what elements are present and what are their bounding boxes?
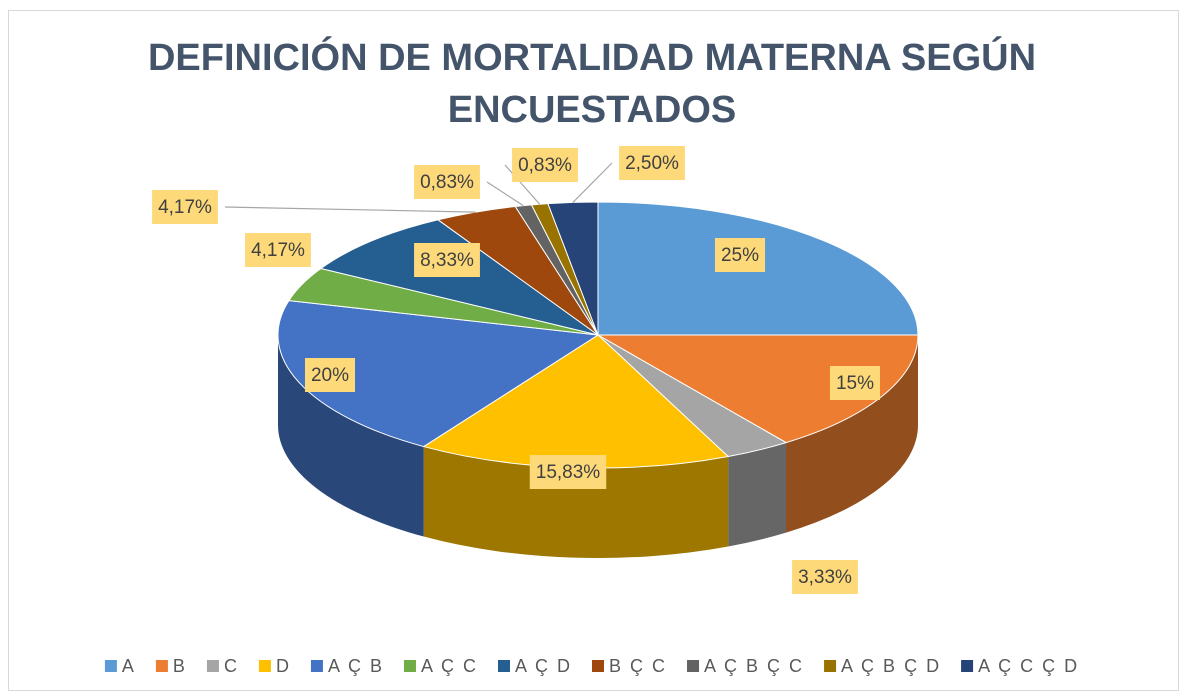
- data-label-box: [245, 233, 311, 267]
- slice: [319, 219, 599, 336]
- slice-side: [423, 446, 729, 558]
- legend-swatch: [310, 660, 323, 672]
- data-label: 4,17%: [158, 197, 212, 218]
- legend-label: A Ç B Ç C: [704, 656, 804, 676]
- data-label: 3,33%: [798, 567, 852, 588]
- legend-swatch: [258, 660, 271, 672]
- legend-label: B: [173, 656, 187, 676]
- data-label: 0,83%: [518, 155, 572, 176]
- slice-side: [786, 335, 918, 533]
- data-label: 15%: [836, 373, 874, 394]
- legend-label: A Ç C Ç D: [978, 656, 1079, 676]
- leader-line: [486, 181, 524, 207]
- slice-side: [728, 442, 787, 547]
- legend-swatch: [592, 660, 604, 672]
- data-label-box: [829, 366, 881, 400]
- leader-line: [572, 162, 613, 203]
- legend-label: A: [122, 656, 136, 676]
- data-label-box: [304, 358, 356, 392]
- data-label-box: [714, 238, 766, 272]
- data-label: 4,17%: [251, 240, 305, 261]
- slice: [596, 334, 919, 444]
- slice: [547, 201, 599, 336]
- legend-label: C: [224, 656, 239, 676]
- data-label-box: [529, 455, 607, 489]
- legend-swatch: [206, 660, 219, 672]
- legend-swatch: [403, 660, 416, 672]
- legend-label: A Ç B Ç D: [841, 656, 941, 676]
- legend-swatch: [824, 660, 837, 672]
- data-label-box: [512, 148, 578, 182]
- legend-label: A Ç B: [328, 656, 384, 676]
- data-label: 15,83%: [536, 462, 601, 483]
- leader-line: [504, 164, 541, 205]
- data-label: 0,83%: [420, 172, 474, 193]
- data-label-box: [414, 243, 480, 277]
- data-label: 20%: [311, 365, 349, 386]
- legend-label: B Ç C: [609, 656, 667, 676]
- data-label: 25%: [721, 245, 759, 266]
- legend-label: A Ç C: [421, 656, 478, 676]
- legend-swatch: [155, 660, 168, 672]
- chart-title: DEFINICIÓN DE MORTALIDAD MATERNA SEGÚN E…: [147, 37, 1037, 131]
- legend-swatch: [104, 660, 117, 672]
- legend-swatch: [961, 660, 974, 672]
- legend-swatch: [687, 660, 700, 672]
- legend-label: A Ç D: [515, 656, 572, 676]
- data-label: 2,50%: [625, 153, 679, 174]
- data-label-box: [414, 165, 480, 199]
- data-label-box: [792, 560, 858, 594]
- data-label: 8,33%: [420, 250, 474, 271]
- data-label-box: [152, 190, 218, 224]
- leader-line: [224, 206, 476, 213]
- slice-side: [278, 335, 424, 537]
- data-label-box: [619, 146, 685, 180]
- legend-label: D: [276, 656, 291, 676]
- legend-swatch: [497, 660, 510, 672]
- slice: [277, 300, 600, 448]
